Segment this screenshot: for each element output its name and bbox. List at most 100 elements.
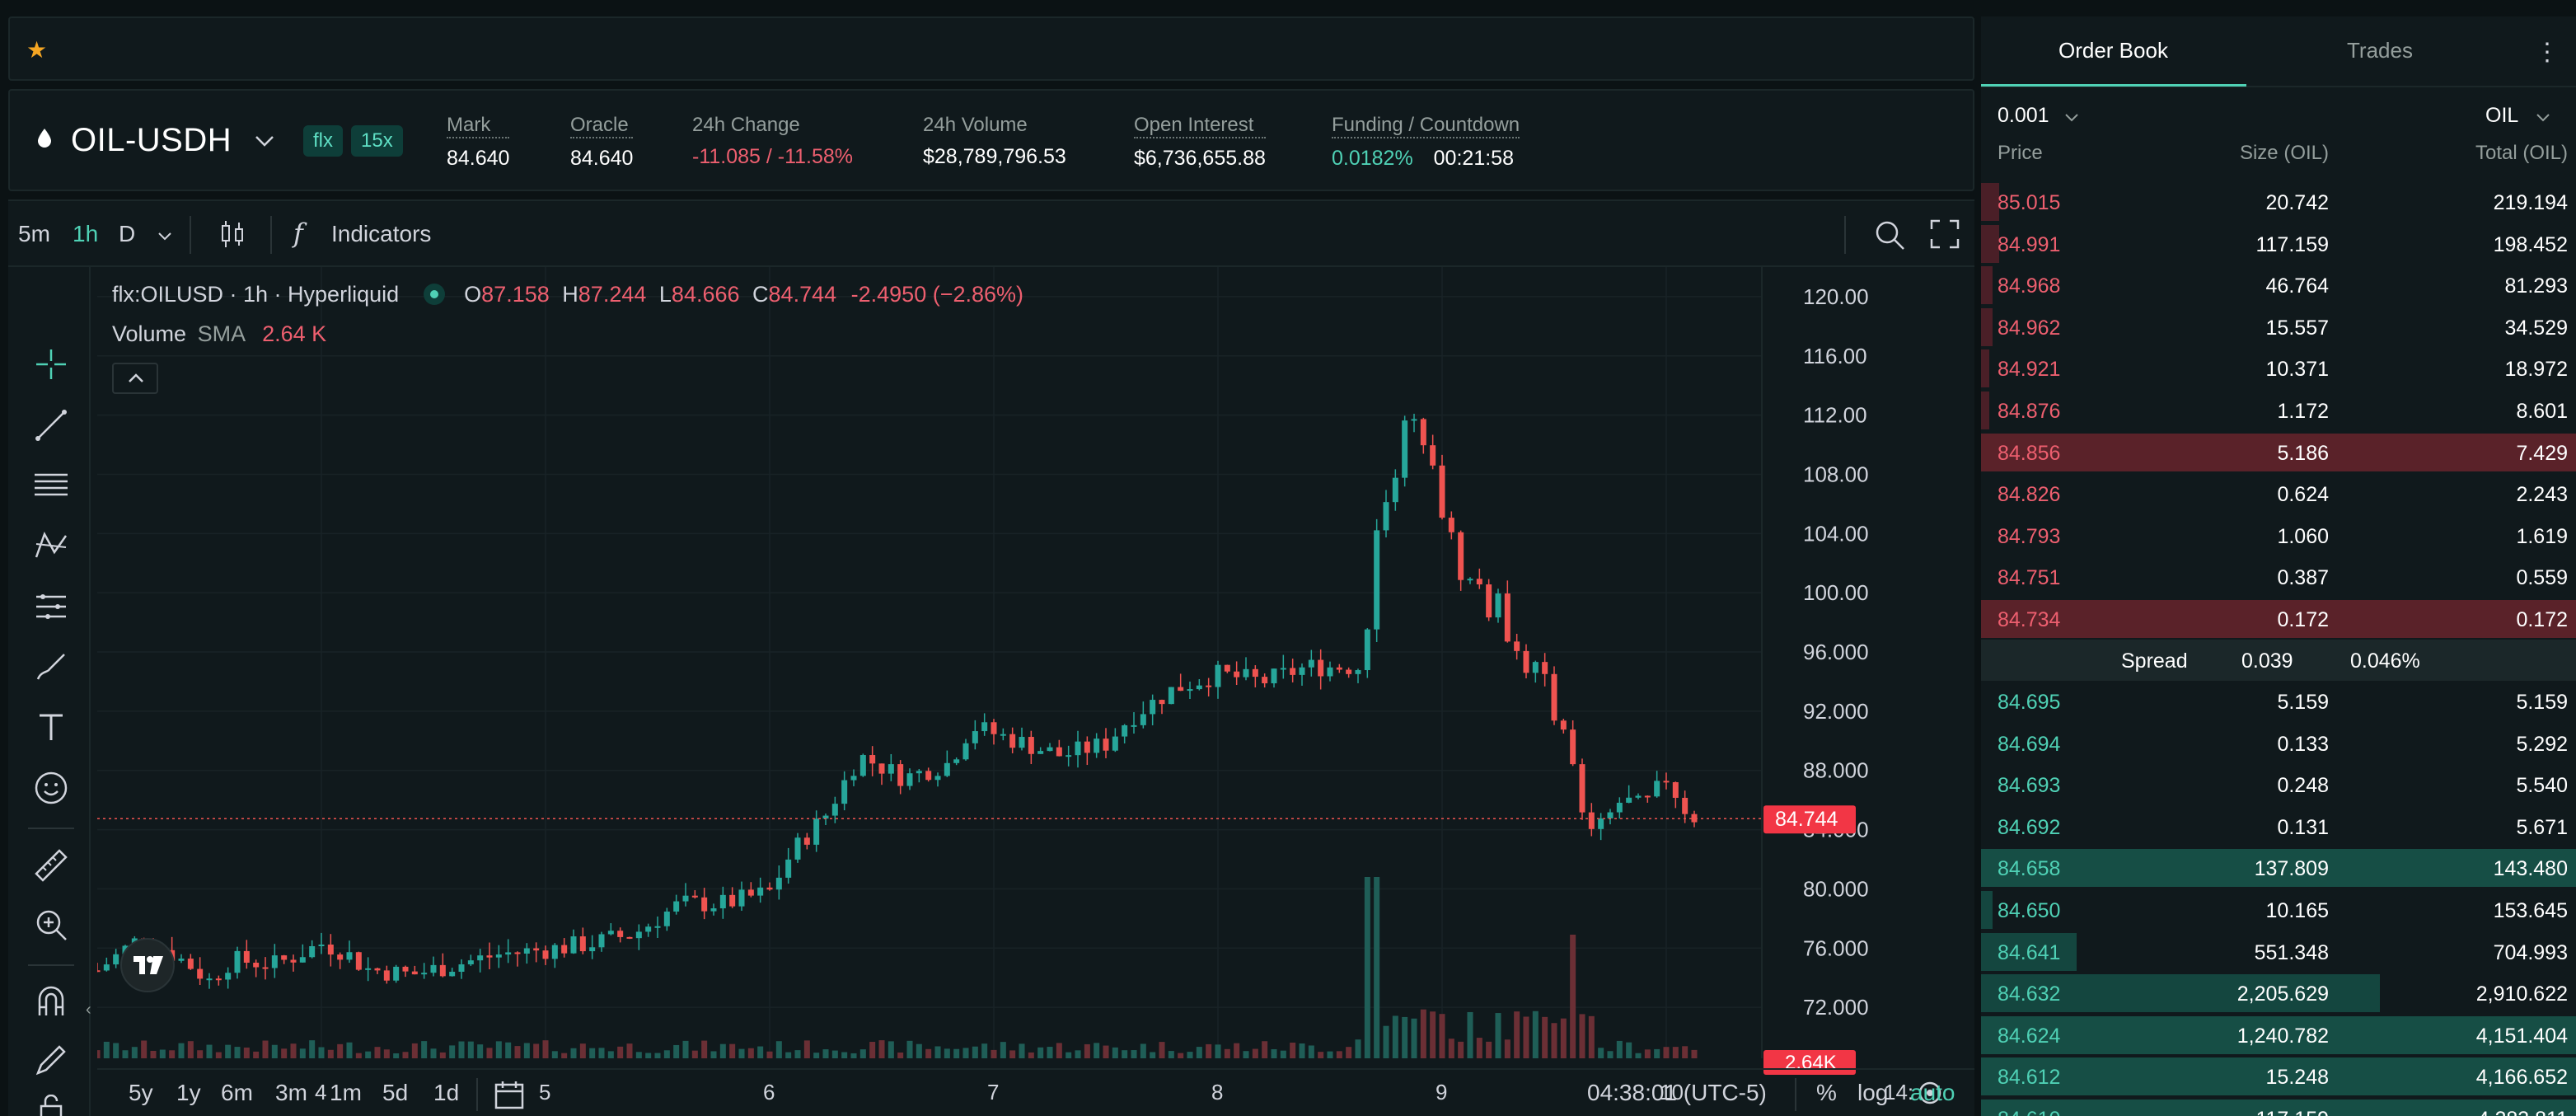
range-6m[interactable]: 6m (221, 1080, 253, 1105)
ruler-icon[interactable] (33, 847, 69, 884)
candle-body (757, 887, 764, 896)
brush-icon[interactable] (33, 648, 69, 684)
ask-row[interactable]: 84.826 0.624 2.243 (1981, 473, 2576, 514)
pencil-lock-icon[interactable] (33, 1042, 69, 1078)
interval-1h[interactable]: 1h (73, 221, 99, 246)
interval-5m[interactable]: 5m (18, 221, 50, 246)
forecast-icon[interactable] (33, 588, 69, 625)
bid-row[interactable]: 84.694 0.133 5.292 (1981, 723, 2576, 764)
candle-body (253, 963, 260, 968)
bid-row[interactable]: 84.632 2,205.629 2,910.622 (1981, 973, 2576, 1014)
chevron-down-icon[interactable] (157, 231, 173, 242)
bid-row[interactable]: 84.695 5.159 5.159 (1981, 681, 2576, 722)
ask-row[interactable]: 84.856 5.186 7.429 (1981, 432, 2576, 473)
percent-toggle[interactable]: % (1816, 1080, 1837, 1105)
bid-size: 117.159 (2255, 1108, 2329, 1116)
volume-bar (225, 1044, 232, 1058)
tab-order-book[interactable]: Order Book (2058, 38, 2168, 63)
auto-toggle[interactable]: auto (1910, 1080, 1955, 1105)
ask-row[interactable]: 84.793 1.060 1.619 (1981, 515, 2576, 556)
ask-row[interactable]: 84.734 0.172 0.172 (1981, 598, 2576, 640)
bid-row[interactable]: 84.610 117.159 4,283.811 (1981, 1098, 2576, 1116)
volume-bar (1654, 1048, 1660, 1058)
bid-row[interactable]: 84.658 137.809 143.480 (1981, 847, 2576, 889)
candle-body (374, 968, 381, 971)
range-1m[interactable]: 1m (330, 1080, 362, 1105)
ask-total: 18.972 (2504, 358, 2568, 382)
horizontal-lines-icon[interactable] (33, 467, 69, 503)
clock-readout[interactable]: 04:38:01 (UTC-5) (1587, 1080, 1767, 1105)
bid-size: 2,205.629 (2236, 982, 2329, 1006)
pair-name[interactable]: OIL-USDH (71, 122, 232, 158)
ask-row[interactable]: 84.876 1.172 8.601 (1981, 390, 2576, 431)
ask-row[interactable]: 85.015 20.742 219.194 (1981, 181, 2576, 223)
range-1y[interactable]: 1y (176, 1080, 201, 1105)
volume-bar (757, 1046, 764, 1058)
settings-gear-icon[interactable] (1918, 1081, 1941, 1104)
range-5d[interactable]: 5d (382, 1080, 409, 1105)
lock-icon[interactable] (33, 1095, 69, 1116)
stat-label: Oracle (570, 114, 634, 138)
volume-bar (888, 1041, 894, 1058)
zoom-chart-icon[interactable] (1872, 218, 1907, 252)
ask-row[interactable]: 84.962 15.557 34.529 (1981, 307, 2576, 348)
y-tick-label: 104.00 (1803, 521, 1869, 546)
candle-body (1000, 734, 1006, 736)
chevron-down-icon[interactable] (2063, 112, 2080, 124)
legend-collapse-button[interactable] (112, 363, 158, 394)
magnet-icon[interactable] (33, 982, 69, 1019)
pattern-icon[interactable] (33, 528, 69, 564)
bid-row[interactable]: 84.692 0.131 5.671 (1981, 806, 2576, 847)
price-chart[interactable]: 120.00 116.00 112.00 108.00 104.00 100.00 96.0… (97, 267, 1974, 1116)
emoji-icon[interactable] (33, 770, 69, 806)
candle-body (1504, 593, 1510, 642)
ask-row[interactable]: 84.991 117.159 198.452 (1981, 223, 2576, 265)
chart-toolbar: 5m 1h D f Indicators (8, 201, 1974, 267)
ask-row[interactable]: 84.921 10.371 18.972 (1981, 348, 2576, 389)
zoom-in-icon[interactable] (33, 907, 69, 943)
range-5y[interactable]: 5y (129, 1080, 153, 1105)
bid-row[interactable]: 84.650 10.165 153.645 (1981, 889, 2576, 931)
tab-trades[interactable]: Trades (2347, 38, 2413, 63)
log-toggle[interactable]: log (1857, 1080, 1889, 1105)
range-3m[interactable]: 3m (275, 1080, 307, 1105)
interval-d[interactable]: D (119, 221, 136, 246)
indicators-button[interactable]: Indicators (331, 221, 432, 246)
ask-price: 84.991 (1998, 232, 2061, 256)
calendar-icon[interactable] (493, 1078, 526, 1111)
bid-row[interactable]: 84.641 551.348 704.993 (1981, 931, 2576, 973)
candle-body (243, 950, 250, 964)
more-options-icon[interactable]: ⋮ (2535, 39, 2560, 66)
tradingview-logo[interactable] (120, 938, 175, 992)
stat-value: $6,736,655.88 (1134, 147, 1266, 170)
candle-body (281, 955, 288, 960)
volume-bar (1439, 1014, 1445, 1058)
crosshair-icon[interactable] (33, 346, 69, 382)
ask-row[interactable]: 84.968 46.764 81.293 (1981, 265, 2576, 306)
candle-body (747, 889, 754, 896)
scroll-left-icon[interactable]: ‹ (86, 1001, 91, 1019)
ask-row[interactable]: 84.751 0.387 0.559 (1981, 556, 2576, 598)
volume-bar (701, 1040, 708, 1058)
fullscreen-icon[interactable] (1928, 218, 1961, 251)
leverage-badge: 15x (351, 125, 403, 157)
candles-icon[interactable] (216, 218, 249, 251)
trendline-icon[interactable] (33, 407, 69, 443)
volume-bar (626, 1043, 633, 1058)
candle-body (1402, 420, 1408, 478)
tick-size-select[interactable]: 0.001 (1998, 104, 2049, 127)
volume-bar (1607, 1051, 1614, 1058)
range-1d[interactable]: 1d (433, 1080, 460, 1105)
candle-body (589, 947, 596, 952)
bid-row[interactable]: 84.693 0.248 5.540 (1981, 764, 2576, 805)
text-tool-icon[interactable] (33, 709, 69, 745)
unit-select[interactable]: OIL (2485, 104, 2519, 127)
chevron-down-icon[interactable] (2535, 112, 2551, 124)
star-icon[interactable]: ★ (26, 37, 48, 63)
depth-bar (1981, 849, 2576, 888)
fx-icon[interactable]: f (293, 218, 303, 249)
bid-row[interactable]: 84.612 15.248 4,166.652 (1981, 1056, 2576, 1097)
bid-row[interactable]: 84.624 1,240.782 4,151.404 (1981, 1015, 2576, 1056)
chevron-down-icon[interactable] (254, 134, 275, 148)
volume-bar (1476, 1038, 1482, 1058)
